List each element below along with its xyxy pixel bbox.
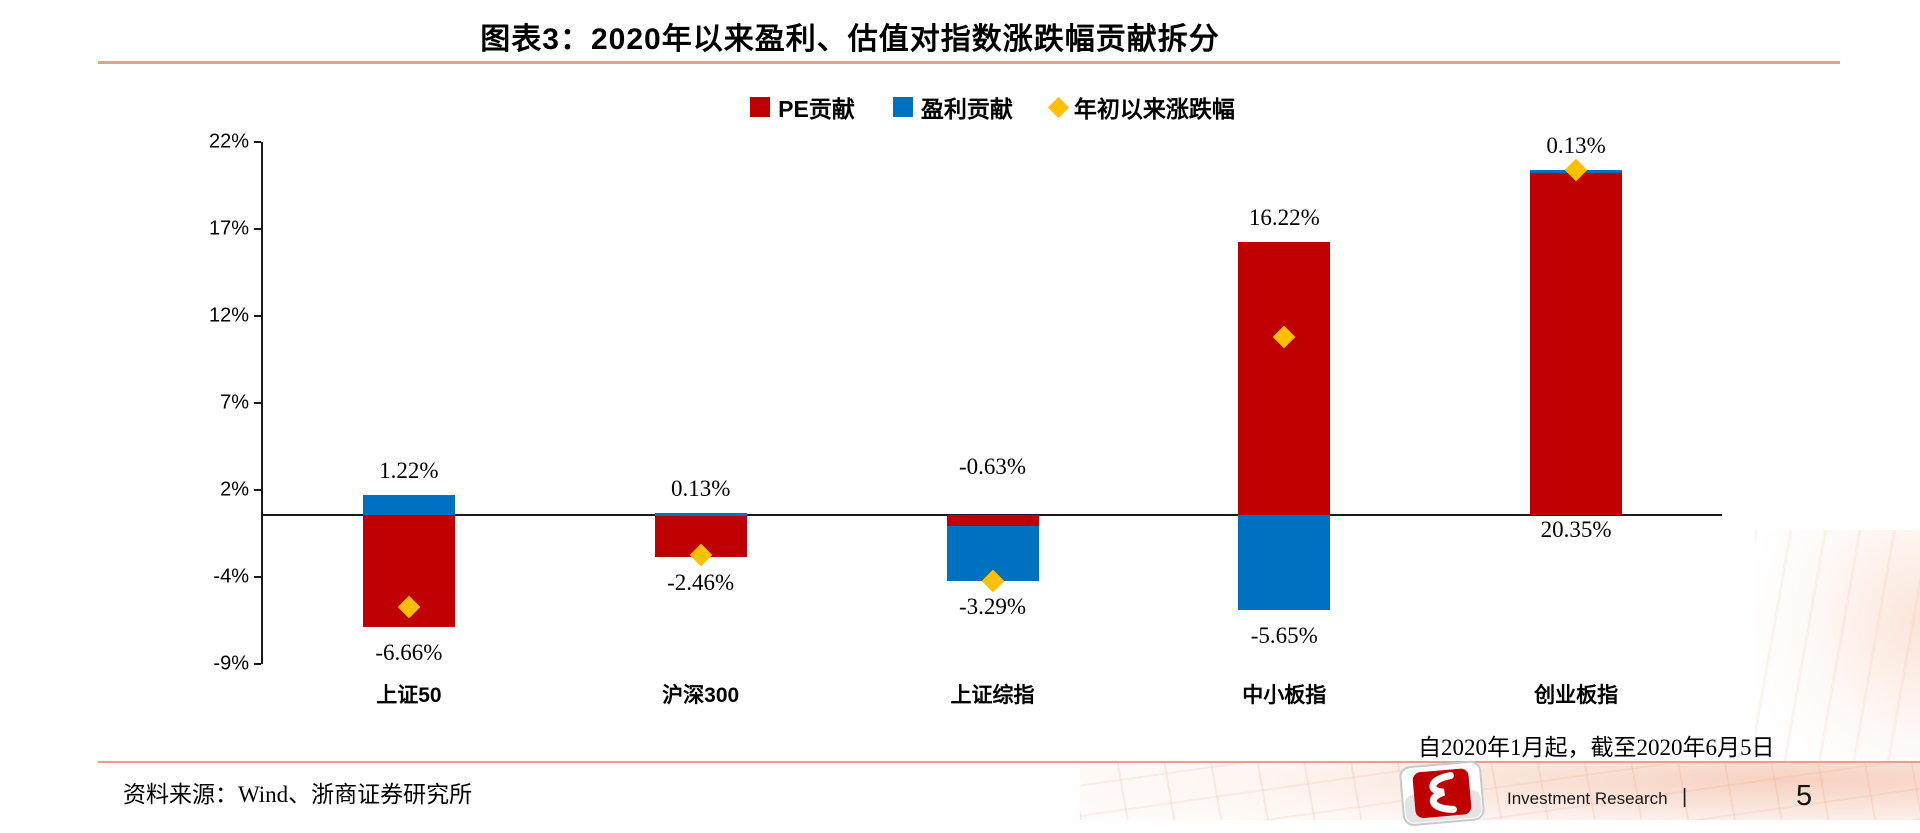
bar-bottom-data-label: -2.46%: [667, 569, 735, 595]
y-tick-label: -4%: [213, 565, 249, 588]
footer-worldmap-art: [1080, 763, 1920, 820]
y-tick-mark: [254, 141, 261, 143]
bar-top-data-label: -0.63%: [958, 454, 1027, 480]
y-tick-mark: [254, 576, 261, 578]
legend-square-marker: [750, 97, 771, 117]
x-category-label: 沪深300: [662, 684, 740, 707]
legend-square-marker: [892, 97, 913, 117]
bar-segment-pe: [1238, 242, 1331, 516]
y-tick-mark: [254, 663, 261, 665]
ytd-change-marker: [1272, 326, 1296, 349]
ytd-change-marker: [981, 569, 1004, 593]
y-tick-label: -9%: [213, 652, 249, 675]
title-divider-line: [98, 61, 1840, 64]
y-axis-line: [261, 142, 263, 664]
y-tick-mark: [254, 228, 261, 230]
legend-label: 盈利贡献: [920, 96, 1013, 122]
footer-divider-line: [98, 761, 1920, 763]
bar-segment-pe: [1530, 172, 1623, 516]
x-category-label: 上证综指: [950, 684, 1035, 707]
bar-segment-earnings: [654, 513, 747, 517]
bar-segment-pe: [654, 515, 747, 557]
y-tick-label: 12%: [208, 304, 249, 327]
page-number: 5: [1796, 780, 1813, 812]
bar-bottom-data-label: 20.35%: [1540, 517, 1612, 543]
bar-top-data-label: 0.13%: [1546, 133, 1606, 159]
y-tick-label: 7%: [220, 391, 249, 414]
date-range-footnote: 自2020年1月起，截至2020年6月5日: [1418, 735, 1775, 760]
y-tick-mark: [254, 489, 261, 491]
data-source-text: 资料来源：Wind、浙商证券研究所: [123, 782, 473, 807]
ytd-change-marker: [1564, 159, 1588, 182]
bar-top-data-label: 16.22%: [1248, 205, 1320, 231]
bar-segment-earnings: [1238, 515, 1331, 611]
legend-label: PE贡献: [778, 96, 855, 122]
y-tick-label: 2%: [220, 478, 249, 501]
zero-axis-line: [263, 514, 1722, 517]
y-tick-label: 22%: [208, 130, 249, 153]
bar-bottom-data-label: -6.66%: [375, 640, 443, 666]
legend-diamond-marker: [1047, 96, 1069, 118]
bar-segment-earnings: [1530, 170, 1623, 174]
bar-segment-earnings: [362, 494, 455, 516]
x-category-label: 创业板指: [1534, 684, 1619, 707]
legend-item-2: 年初以来涨跌幅: [1047, 90, 1235, 124]
y-tick-mark: [254, 315, 261, 317]
brand-text: Investment Research: [1507, 789, 1668, 808]
ytd-change-marker: [689, 543, 713, 566]
legend-item-0: PE贡献: [750, 90, 855, 124]
company-logo: [1397, 758, 1494, 828]
chart-legend: PE贡献 盈利贡献 年初以来涨跌幅: [263, 90, 1722, 124]
bar-top-data-label: 1.22%: [379, 457, 439, 483]
bar-segment-pe: [362, 515, 455, 628]
bar-segment-pe: [946, 515, 1039, 526]
legend-label: 年初以来涨跌幅: [1073, 96, 1235, 122]
y-tick-label: 17%: [208, 217, 249, 240]
bar-segment-earnings: [946, 525, 1039, 582]
bar-top-data-label: 0.13%: [670, 476, 731, 502]
footer-separator: |: [1682, 786, 1688, 808]
background-watermark: [1755, 530, 1920, 762]
y-tick-mark: [254, 402, 261, 404]
bar-bottom-data-label: -5.65%: [1250, 623, 1318, 649]
legend-item-1: 盈利贡献: [892, 90, 1013, 124]
x-category-label: 中小板指: [1242, 684, 1327, 707]
x-category-label: 上证50: [376, 684, 442, 707]
ytd-change-marker: [397, 595, 421, 619]
chart-title: 图表3：2020年以来盈利、估值对指数涨跌幅贡献拆分: [480, 23, 1220, 56]
bar-bottom-data-label: -3.29%: [958, 594, 1027, 620]
